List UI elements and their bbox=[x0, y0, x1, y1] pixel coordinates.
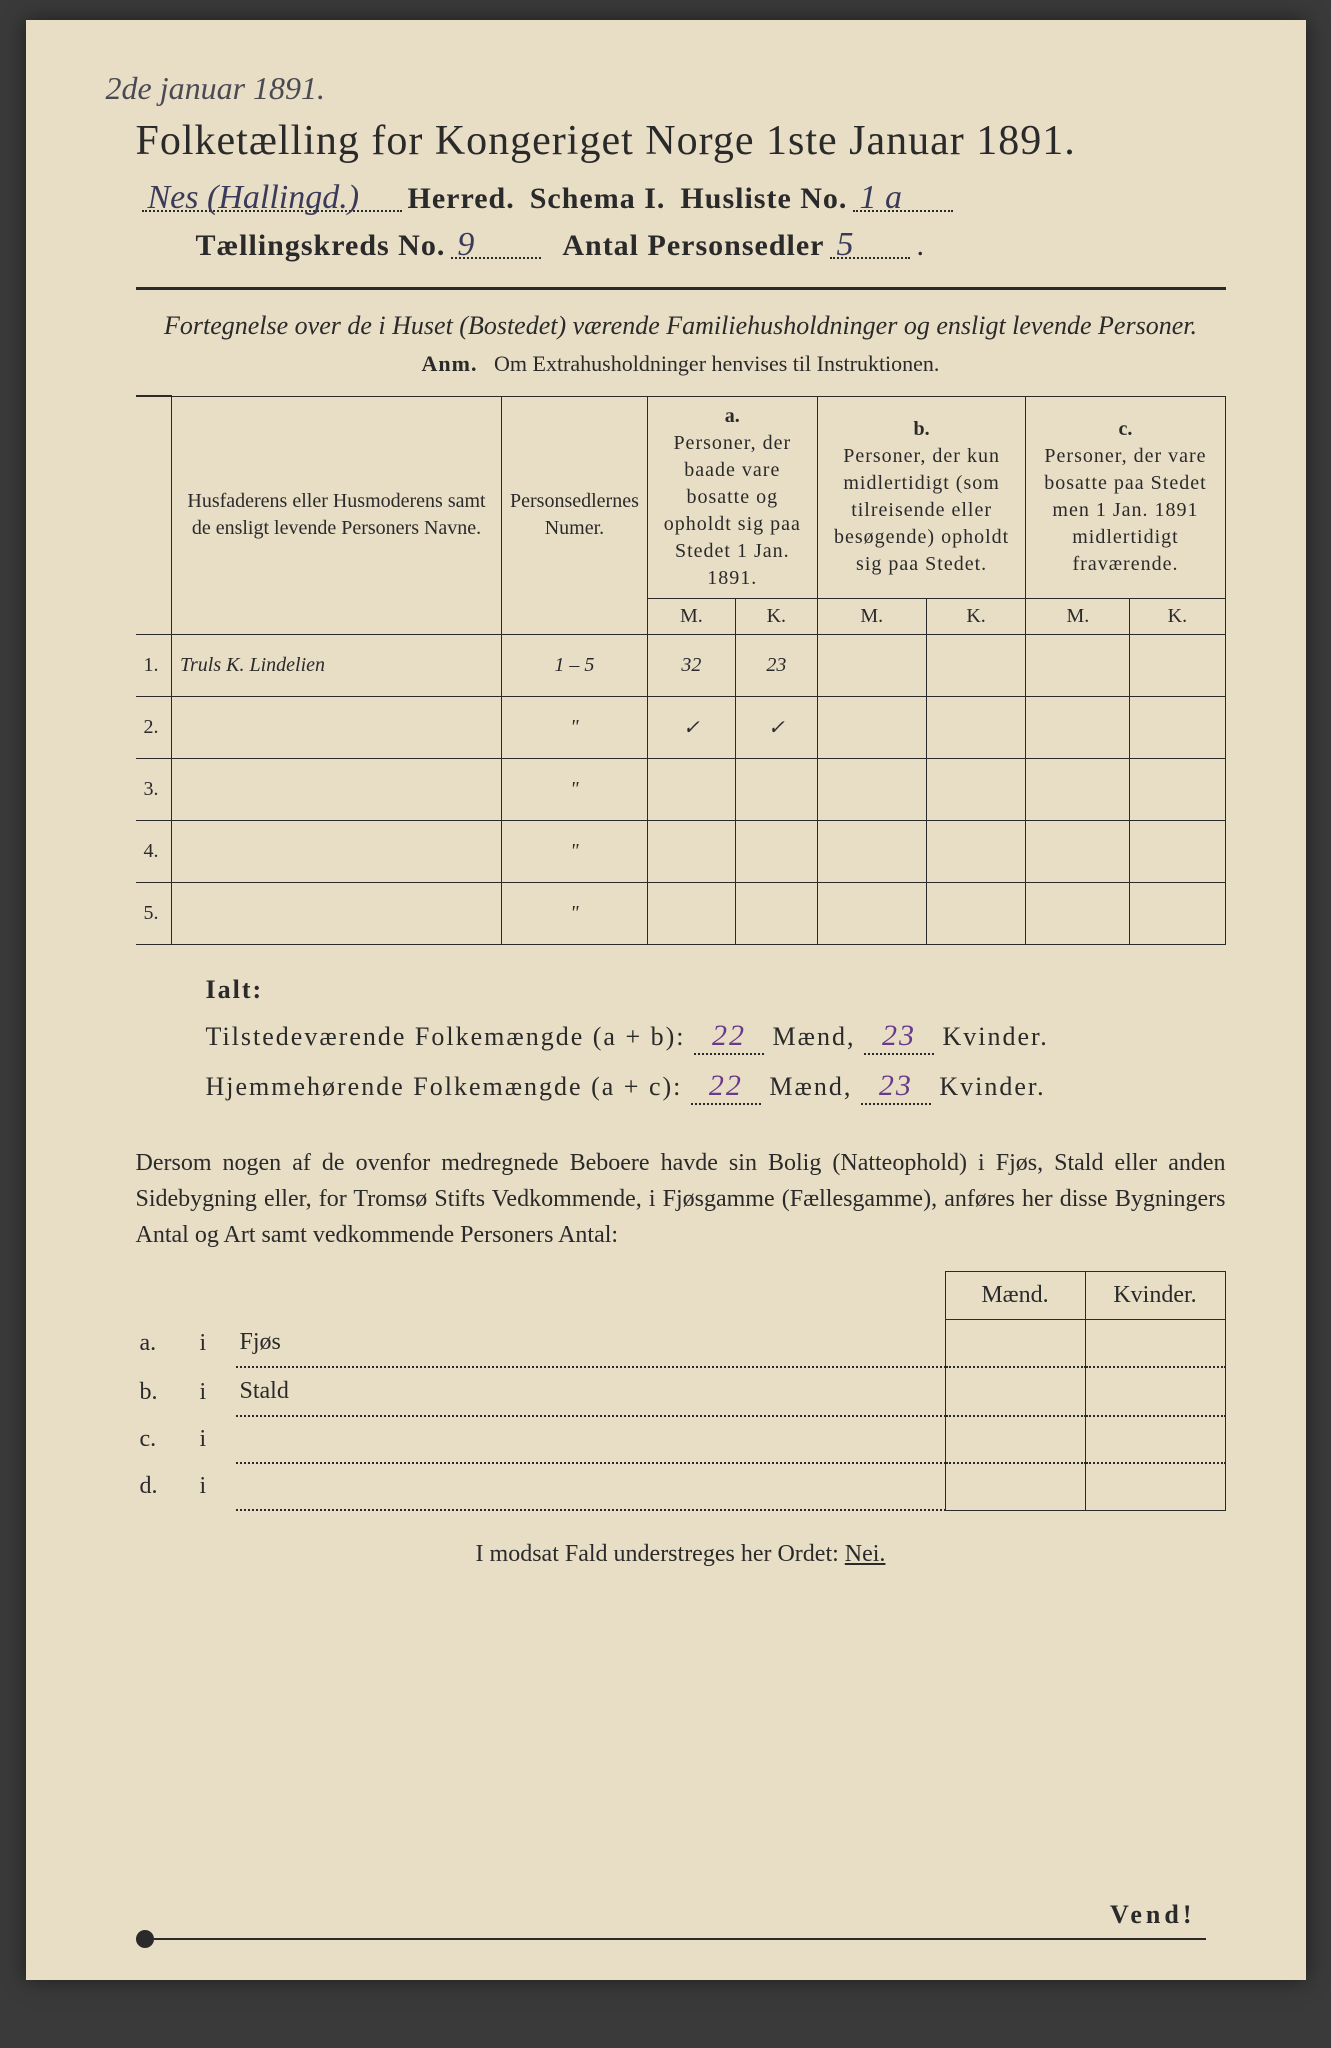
anm-line: Anm. Om Extrahusholdninger henvises til … bbox=[136, 351, 1226, 377]
sidebyg-row: a. i Fjøs bbox=[136, 1319, 1226, 1367]
sidebyg-row: c. i bbox=[136, 1416, 1226, 1463]
subtitle: Fortegnelse over de i Huset (Bostedet) v… bbox=[136, 308, 1226, 343]
table-row: 5. " bbox=[136, 882, 1226, 944]
sidebyg-row: d. i bbox=[136, 1463, 1226, 1510]
tilst-k: 23 bbox=[864, 1019, 934, 1055]
census-form-page: 2de januar 1891. Folketælling for Konger… bbox=[26, 20, 1306, 1980]
table-body: 1. Truls K. Lindelien 1 – 5 32 23 2. " ✓… bbox=[136, 634, 1226, 944]
name-cell: Truls K. Lindelien bbox=[172, 634, 502, 696]
col-b: b. Personer, der kun midlertidigt (som t… bbox=[817, 396, 1026, 598]
hole-icon bbox=[136, 1930, 154, 1948]
husliste-value: 1 a bbox=[853, 179, 908, 216]
tilst-line: Tilstedeværende Folkemængde (a + b): 22 … bbox=[206, 1019, 1226, 1055]
col-name: Husfaderens eller Husmoderens samt de en… bbox=[172, 396, 502, 634]
nei-word: Nei. bbox=[845, 1541, 886, 1567]
herred-value: Nes (Hallingd.) bbox=[142, 179, 366, 216]
bottom-rule bbox=[136, 1938, 1206, 1940]
divider bbox=[136, 287, 1226, 290]
household-table: Husfaderens eller Husmoderens samt de en… bbox=[136, 395, 1226, 945]
header-line-2: Tællingskreds No. 9 Antal Personsedler 5… bbox=[196, 226, 1226, 263]
antal-value: 5 bbox=[830, 226, 859, 263]
col-b-m: M. bbox=[817, 598, 926, 634]
col-c: c. Personer, der vare bosatte paa Stedet… bbox=[1026, 396, 1225, 598]
anm-text: Om Extrahusholdninger henvises til Instr… bbox=[494, 351, 939, 376]
sidebyg-row: b. i Stald bbox=[136, 1367, 1226, 1416]
ialt-label: Ialt: bbox=[206, 975, 1226, 1005]
kreds-value: 9 bbox=[451, 226, 480, 263]
totals-block: Ialt: Tilstedeværende Folkemængde (a + b… bbox=[206, 975, 1226, 1105]
kreds-label: Tællingskreds No. bbox=[196, 229, 446, 263]
hjem-m: 22 bbox=[691, 1069, 761, 1105]
anm-label: Anm. bbox=[422, 351, 478, 376]
nei-line: I modsat Fald understreges her Ordet: Ne… bbox=[136, 1541, 1226, 1568]
mk-maend: Mænd. bbox=[945, 1271, 1085, 1319]
col-a-m: M. bbox=[647, 598, 735, 634]
husliste-label: Husliste No. bbox=[680, 182, 847, 216]
herred-label: Herred. bbox=[408, 182, 515, 216]
table-row: 4. " bbox=[136, 820, 1226, 882]
table-row: 1. Truls K. Lindelien 1 – 5 32 23 bbox=[136, 634, 1226, 696]
hjem-k: 23 bbox=[861, 1069, 931, 1105]
antal-label: Antal Personsedler bbox=[562, 229, 824, 263]
sidebyg-table: Mænd. Kvinder. a. i Fjøs b. i Stald c. i… bbox=[136, 1271, 1226, 1512]
col-a-k: K. bbox=[735, 598, 817, 634]
top-handwriting: 2de januar 1891. bbox=[106, 70, 1226, 107]
hjem-line: Hjemmehørende Folkemængde (a + c): 22 Mæ… bbox=[206, 1069, 1226, 1105]
schema-label: Schema I. bbox=[530, 182, 666, 216]
col-ps: Personsedlernes Numer. bbox=[502, 396, 648, 634]
col-b-k: K. bbox=[926, 598, 1026, 634]
col-c-m: M. bbox=[1026, 598, 1130, 634]
tilst-m: 22 bbox=[694, 1019, 764, 1055]
mk-kvinder: Kvinder. bbox=[1085, 1271, 1225, 1319]
vend-label: Vend! bbox=[1110, 1900, 1196, 1930]
header-line-1: Nes (Hallingd.) Herred. Schema I. Huslis… bbox=[136, 179, 1226, 216]
table-row: 3. " bbox=[136, 758, 1226, 820]
col-a: a. Personer, der baade vare bosatte og o… bbox=[647, 396, 817, 598]
col-c-k: K. bbox=[1130, 598, 1225, 634]
table-row: 2. " ✓ ✓ bbox=[136, 696, 1226, 758]
main-title: Folketælling for Kongeriget Norge 1ste J… bbox=[136, 117, 1226, 165]
paragraph: Dersom nogen af de ovenfor medregnede Be… bbox=[136, 1145, 1226, 1253]
